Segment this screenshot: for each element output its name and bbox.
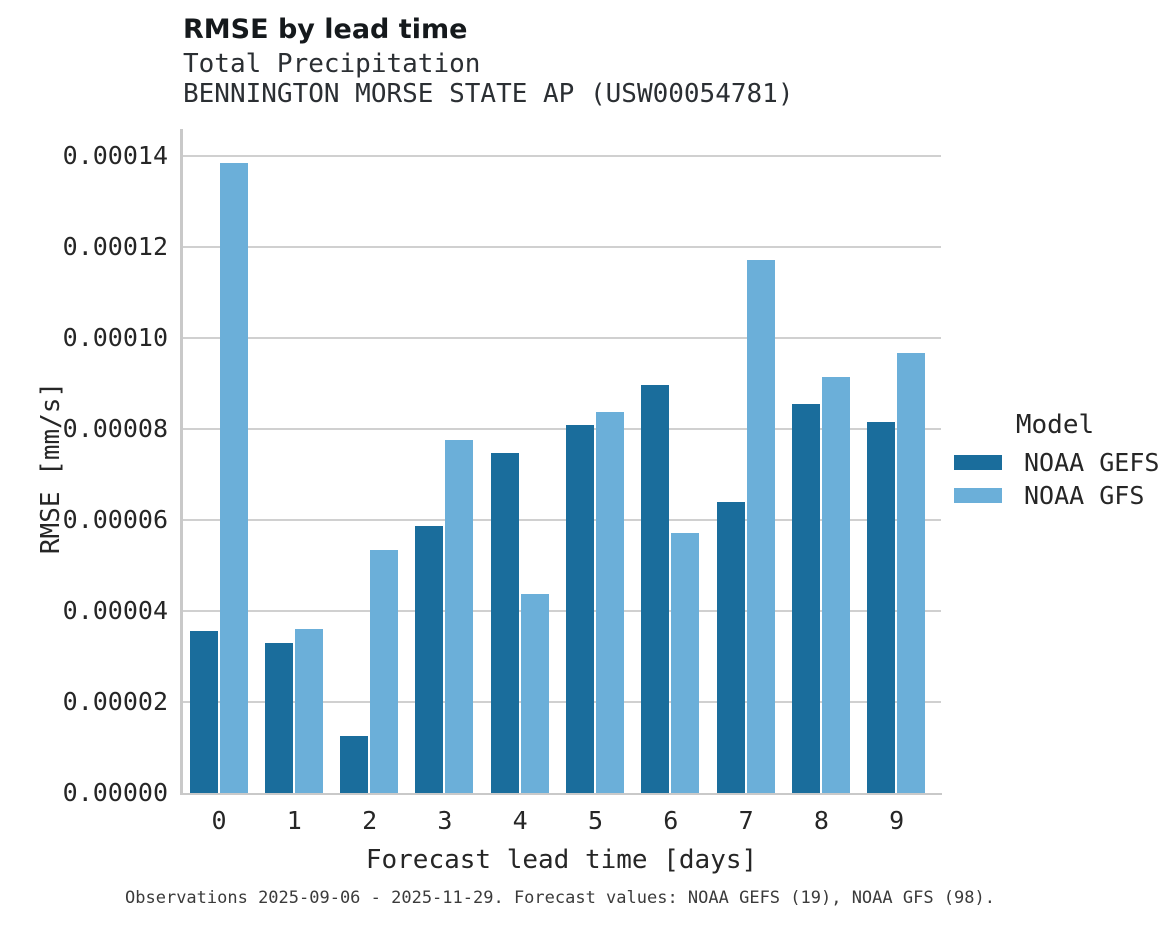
bar-noaa-gefs-lead-1	[264, 642, 293, 793]
legend-label-noaa-gfs: NOAA GFS	[1024, 480, 1145, 510]
x-tick-label-6: 6	[663, 806, 679, 835]
gridline-0.00004	[182, 610, 941, 612]
bar-noaa-gfs-lead-5	[596, 412, 624, 793]
bar-noaa-gefs-lead-6	[641, 384, 670, 793]
chart-title: RMSE by lead time	[183, 14, 468, 45]
gridline-0.00002	[182, 701, 941, 703]
bar-noaa-gfs-lead-2	[370, 550, 399, 793]
bar-noaa-gfs-lead-6	[671, 532, 700, 793]
x-tick-label-9: 9	[889, 806, 905, 835]
gridline-0.00012	[182, 246, 941, 248]
bar-noaa-gfs-lead-4	[520, 593, 549, 793]
x-tick-label-7: 7	[738, 806, 754, 835]
y-axis-spine	[180, 129, 183, 795]
y-tick-label-0.00004: 0.00004	[62, 596, 168, 625]
x-tick-label-2: 2	[362, 806, 378, 835]
bar-noaa-gfs-lead-9	[897, 353, 926, 793]
y-tick-label-0.00010: 0.00010	[62, 323, 168, 352]
x-tick-label-0: 0	[211, 806, 227, 835]
x-tick-label-4: 4	[512, 806, 528, 835]
legend-entry-noaa-gfs: NOAA GFS	[950, 480, 1174, 510]
y-tick-label-0.00008: 0.00008	[62, 414, 168, 443]
legend-swatch-noaa-gefs	[954, 454, 1002, 470]
bar-noaa-gfs-lead-7	[746, 259, 775, 793]
bar-noaa-gefs-lead-4	[490, 453, 519, 793]
gridline-0.00008	[182, 428, 941, 430]
bar-noaa-gfs-lead-0	[219, 162, 248, 793]
bar-noaa-gefs-lead-7	[716, 501, 745, 793]
gridline-0.00014	[182, 155, 941, 157]
x-tick-label-5: 5	[587, 806, 604, 835]
bar-noaa-gfs-lead-3	[445, 439, 474, 793]
x-tick-label-3: 3	[437, 806, 453, 835]
gridline-0.00006	[182, 519, 941, 521]
bar-noaa-gefs-lead-3	[415, 525, 444, 793]
y-tick-label-0.00002: 0.00002	[62, 687, 168, 716]
x-axis-spine	[180, 792, 942, 795]
x-tick-label-1: 1	[286, 806, 302, 835]
chart-subtitle: Total Precipitation	[183, 49, 481, 79]
bar-noaa-gefs-lead-5	[566, 424, 594, 793]
bar-noaa-gefs-lead-0	[189, 631, 218, 793]
y-tick-label-0.00000: 0.00000	[62, 778, 168, 807]
bar-noaa-gfs-lead-1	[294, 629, 323, 793]
gridline-0.00010	[182, 337, 941, 339]
chart-caption: Observations 2025-09-06 - 2025-11-29. Fo…	[125, 888, 995, 908]
x-axis-label: Forecast lead time [days]	[365, 845, 758, 875]
legend-swatch-noaa-gfs	[954, 487, 1002, 503]
legend-label-noaa-gefs: NOAA GEFS	[1024, 447, 1160, 477]
x-tick-label-8: 8	[813, 806, 829, 835]
y-tick-label-0.00014: 0.00014	[62, 141, 168, 170]
bar-noaa-gefs-lead-8	[791, 403, 820, 793]
bar-noaa-gefs-lead-2	[340, 736, 369, 793]
legend: Model NOAA GEFS NOAA GFS	[950, 410, 1174, 516]
y-tick-label-0.00012: 0.00012	[62, 232, 168, 261]
bar-noaa-gfs-lead-8	[821, 377, 850, 793]
y-axis-label: RMSE [mm/s]	[36, 381, 66, 555]
legend-title: Model	[1015, 410, 1095, 440]
legend-entry-noaa-gefs: NOAA GEFS	[950, 447, 1174, 477]
bar-noaa-gefs-lead-9	[867, 422, 896, 793]
y-tick-label-0.00006: 0.00006	[62, 505, 168, 534]
chart-station-subtitle: BENNINGTON MORSE STATE AP (USW00054781)	[183, 79, 794, 109]
